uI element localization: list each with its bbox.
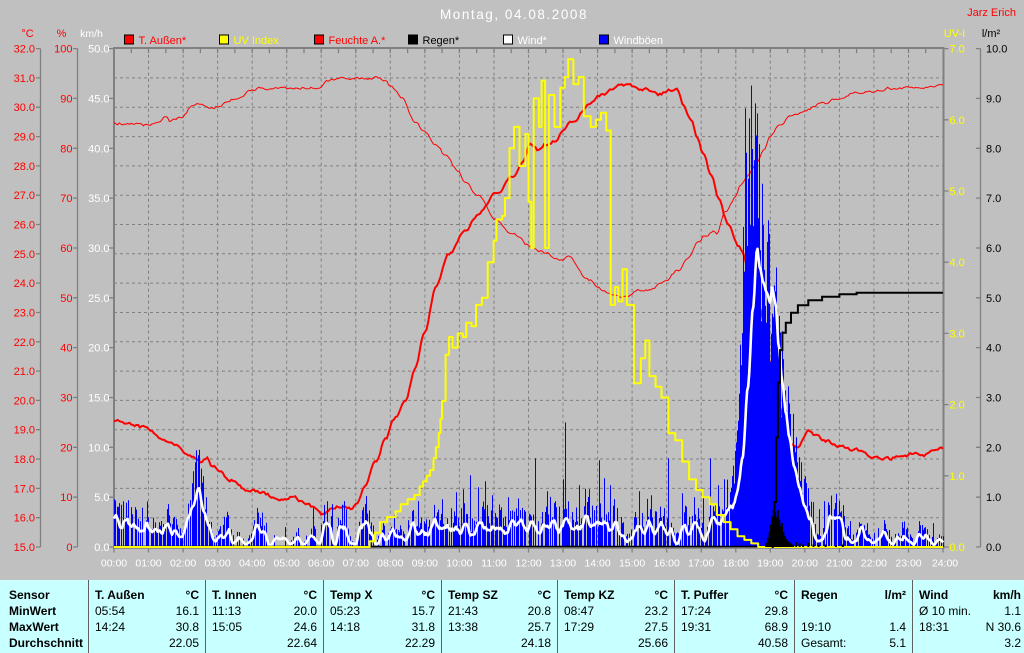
svg-text:01:00: 01:00 bbox=[135, 558, 161, 570]
svg-text:00:00: 00:00 bbox=[101, 558, 127, 570]
svg-text:25.0: 25.0 bbox=[88, 293, 109, 305]
svg-text:24:00: 24:00 bbox=[932, 558, 958, 570]
svg-text:24.0: 24.0 bbox=[14, 278, 35, 290]
svg-text:19.0: 19.0 bbox=[14, 425, 35, 437]
svg-text:1.0: 1.0 bbox=[986, 492, 1001, 504]
svg-text:4.0: 4.0 bbox=[986, 343, 1001, 355]
svg-text:20: 20 bbox=[60, 442, 72, 454]
svg-text:23:00: 23:00 bbox=[895, 558, 921, 570]
svg-text:15.0: 15.0 bbox=[88, 393, 109, 405]
svg-text:7.0: 7.0 bbox=[986, 193, 1001, 205]
svg-text:17.0: 17.0 bbox=[14, 483, 35, 495]
svg-text:02:00: 02:00 bbox=[170, 558, 196, 570]
svg-text:UV-I: UV-I bbox=[944, 28, 965, 40]
svg-text:1.0: 1.0 bbox=[950, 471, 965, 483]
svg-text:40: 40 bbox=[60, 343, 72, 355]
svg-text:%: % bbox=[57, 28, 67, 40]
svg-text:21.0: 21.0 bbox=[14, 366, 35, 378]
svg-text:03:00: 03:00 bbox=[204, 558, 230, 570]
svg-text:0.0: 0.0 bbox=[986, 542, 1001, 554]
svg-text:70: 70 bbox=[60, 193, 72, 205]
svg-text:40.0: 40.0 bbox=[88, 143, 109, 155]
svg-text:23.0: 23.0 bbox=[14, 308, 35, 320]
svg-text:6.0: 6.0 bbox=[950, 115, 965, 127]
svg-text:3.0: 3.0 bbox=[986, 393, 1001, 405]
svg-text:18:00: 18:00 bbox=[723, 558, 749, 570]
svg-text:Wind*: Wind* bbox=[518, 35, 548, 47]
svg-text:km/h: km/h bbox=[80, 28, 103, 40]
svg-text:18.0: 18.0 bbox=[14, 454, 35, 466]
svg-text:10.0: 10.0 bbox=[986, 44, 1007, 56]
svg-text:100: 100 bbox=[54, 44, 72, 56]
svg-text:10:00: 10:00 bbox=[446, 558, 472, 570]
svg-text:°C: °C bbox=[21, 28, 33, 40]
svg-text:09:00: 09:00 bbox=[412, 558, 438, 570]
svg-text:17:00: 17:00 bbox=[688, 558, 714, 570]
svg-text:50: 50 bbox=[60, 293, 72, 305]
svg-text:5.0: 5.0 bbox=[986, 293, 1001, 305]
svg-text:6.0: 6.0 bbox=[986, 243, 1001, 255]
svg-text:l/m²: l/m² bbox=[982, 28, 1001, 40]
svg-text:5.0: 5.0 bbox=[94, 492, 109, 504]
svg-text:22.0: 22.0 bbox=[14, 337, 35, 349]
svg-text:35.0: 35.0 bbox=[88, 193, 109, 205]
svg-text:28.0: 28.0 bbox=[14, 161, 35, 173]
svg-text:8.0: 8.0 bbox=[986, 143, 1001, 155]
svg-text:Feuchte A.*: Feuchte A.* bbox=[329, 35, 387, 47]
svg-text:19:00: 19:00 bbox=[757, 558, 783, 570]
svg-text:9.0: 9.0 bbox=[986, 93, 1001, 105]
svg-text:45.0: 45.0 bbox=[88, 93, 109, 105]
svg-text:5.0: 5.0 bbox=[950, 186, 965, 198]
svg-text:90: 90 bbox=[60, 93, 72, 105]
svg-text:0.0: 0.0 bbox=[950, 542, 965, 554]
svg-text:80: 80 bbox=[60, 143, 72, 155]
svg-text:60: 60 bbox=[60, 243, 72, 255]
svg-text:30.0: 30.0 bbox=[88, 243, 109, 255]
svg-text:04:00: 04:00 bbox=[239, 558, 265, 570]
svg-text:UV Index: UV Index bbox=[234, 35, 280, 47]
svg-text:20:00: 20:00 bbox=[792, 558, 818, 570]
svg-text:22:00: 22:00 bbox=[861, 558, 887, 570]
svg-text:14:00: 14:00 bbox=[584, 558, 610, 570]
svg-text:32.0: 32.0 bbox=[14, 44, 35, 56]
svg-text:3.0: 3.0 bbox=[950, 328, 965, 340]
svg-text:21:00: 21:00 bbox=[826, 558, 852, 570]
svg-text:50.0: 50.0 bbox=[88, 44, 109, 56]
svg-text:0: 0 bbox=[66, 542, 72, 554]
svg-text:29.0: 29.0 bbox=[14, 132, 35, 144]
svg-text:15.0: 15.0 bbox=[14, 542, 35, 554]
svg-text:30: 30 bbox=[60, 393, 72, 405]
svg-text:15:00: 15:00 bbox=[619, 558, 645, 570]
svg-text:06:00: 06:00 bbox=[308, 558, 334, 570]
svg-text:20.0: 20.0 bbox=[14, 395, 35, 407]
svg-text:27.0: 27.0 bbox=[14, 190, 35, 202]
svg-text:20.0: 20.0 bbox=[88, 343, 109, 355]
svg-text:0.0: 0.0 bbox=[94, 542, 109, 554]
svg-text:4.0: 4.0 bbox=[950, 257, 965, 269]
svg-text:Jarz Erich: Jarz Erich bbox=[967, 7, 1016, 19]
svg-text:11:00: 11:00 bbox=[481, 558, 507, 570]
svg-text:Regen*: Regen* bbox=[423, 35, 460, 47]
svg-text:26.0: 26.0 bbox=[14, 220, 35, 232]
svg-text:T. Außen*: T. Außen* bbox=[139, 35, 187, 47]
svg-text:7.0: 7.0 bbox=[950, 44, 965, 56]
svg-text:07:00: 07:00 bbox=[343, 558, 369, 570]
svg-text:10: 10 bbox=[60, 492, 72, 504]
svg-text:31.0: 31.0 bbox=[14, 73, 35, 85]
svg-text:16.0: 16.0 bbox=[14, 513, 35, 525]
svg-text:Windböen: Windböen bbox=[614, 35, 664, 47]
svg-text:16:00: 16:00 bbox=[654, 558, 680, 570]
svg-text:05:00: 05:00 bbox=[274, 558, 300, 570]
svg-text:30.0: 30.0 bbox=[14, 102, 35, 114]
svg-text:12:00: 12:00 bbox=[515, 558, 541, 570]
svg-text:10.0: 10.0 bbox=[88, 442, 109, 454]
svg-text:Montag, 04.08.2008: Montag, 04.08.2008 bbox=[440, 7, 588, 22]
svg-text:25.0: 25.0 bbox=[14, 249, 35, 261]
svg-text:2.0: 2.0 bbox=[986, 442, 1001, 454]
svg-text:08:00: 08:00 bbox=[377, 558, 403, 570]
svg-text:13:00: 13:00 bbox=[550, 558, 576, 570]
svg-text:2.0: 2.0 bbox=[950, 400, 965, 412]
